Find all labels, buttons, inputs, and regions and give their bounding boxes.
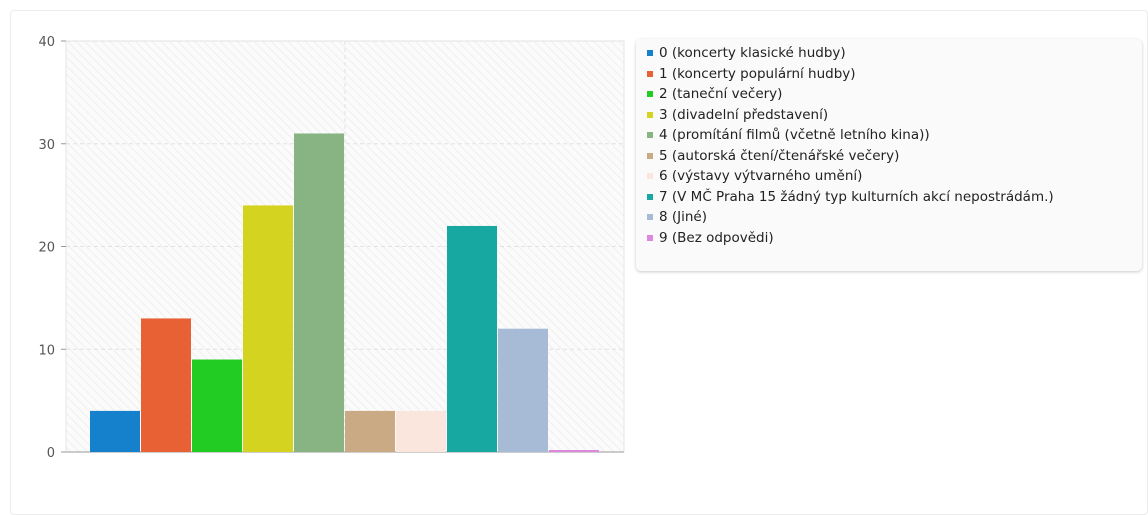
y-tick-label: 30 — [38, 138, 55, 153]
legend-item-7[interactable]: 7 (V MČ Praha 15 žádný typ kulturních ak… — [647, 187, 1142, 208]
legend-swatch — [647, 173, 653, 180]
legend-swatch — [647, 152, 653, 159]
legend-swatch — [647, 234, 653, 241]
legend-label: 3 (divadelní představení) — [659, 106, 829, 123]
bar-9[interactable] — [549, 450, 599, 452]
legend-item-6[interactable]: 6 (výstavy výtvarného umění) — [647, 166, 1142, 187]
legend-label: 5 (autorská čtení/čtenářské večery) — [659, 147, 900, 164]
legend-item-2[interactable]: 2 (taneční večery) — [647, 84, 1142, 105]
bar-7[interactable] — [447, 225, 497, 452]
bar-6[interactable] — [396, 410, 446, 452]
legend: 0 (koncerty klasické hudby) 1 (koncerty p… — [636, 39, 1142, 271]
legend-label: 4 (promítání filmů (včetně letního kina)… — [659, 127, 930, 144]
legend-item-5[interactable]: 5 (autorská čtení/čtenářské večery) — [647, 146, 1142, 167]
legend-label: 2 (taneční večery) — [659, 86, 783, 103]
legend-item-9[interactable]: 9 (Bez odpovědi) — [647, 228, 1142, 249]
legend-item-4[interactable]: 4 (promítání filmů (včetně letního kina)… — [647, 125, 1142, 146]
legend-swatch — [647, 132, 653, 139]
y-tick-label: 40 — [38, 35, 55, 50]
bar-1[interactable] — [141, 318, 191, 452]
legend-swatch — [647, 91, 653, 98]
y-tick-label: 20 — [38, 241, 55, 256]
legend-label: 6 (výstavy výtvarného umění) — [659, 168, 863, 185]
bar-8[interactable] — [498, 328, 548, 452]
legend-swatch — [647, 214, 653, 221]
legend-swatch — [647, 50, 653, 57]
legend-swatch — [647, 193, 653, 200]
bar-5[interactable] — [345, 410, 395, 452]
legend-label: 7 (V MČ Praha 15 žádný typ kulturních ak… — [659, 188, 1054, 205]
legend-item-3[interactable]: 3 (divadelní představení) — [647, 105, 1142, 126]
bar-2[interactable] — [192, 359, 242, 452]
y-tick-label: 10 — [38, 343, 55, 358]
legend-label: 0 (koncerty klasické hudby) — [659, 45, 846, 62]
legend-item-0[interactable]: 0 (koncerty klasické hudby) — [647, 43, 1142, 64]
y-tick-label: 0 — [47, 446, 55, 461]
bar-3[interactable] — [243, 205, 293, 452]
legend-swatch — [647, 111, 653, 118]
bar-0[interactable] — [90, 410, 140, 452]
legend-label: 1 (koncerty populární hudby) — [659, 65, 856, 82]
bars — [90, 133, 599, 452]
legend-item-8[interactable]: 8 (Jiné) — [647, 207, 1142, 228]
legend-item-1[interactable]: 1 (koncerty populární hudby) — [647, 64, 1142, 85]
legend-label: 8 (Jiné) — [659, 209, 708, 226]
legend-swatch — [647, 70, 653, 77]
bar-4[interactable] — [294, 133, 344, 452]
legend-label: 9 (Bez odpovědi) — [659, 229, 774, 246]
